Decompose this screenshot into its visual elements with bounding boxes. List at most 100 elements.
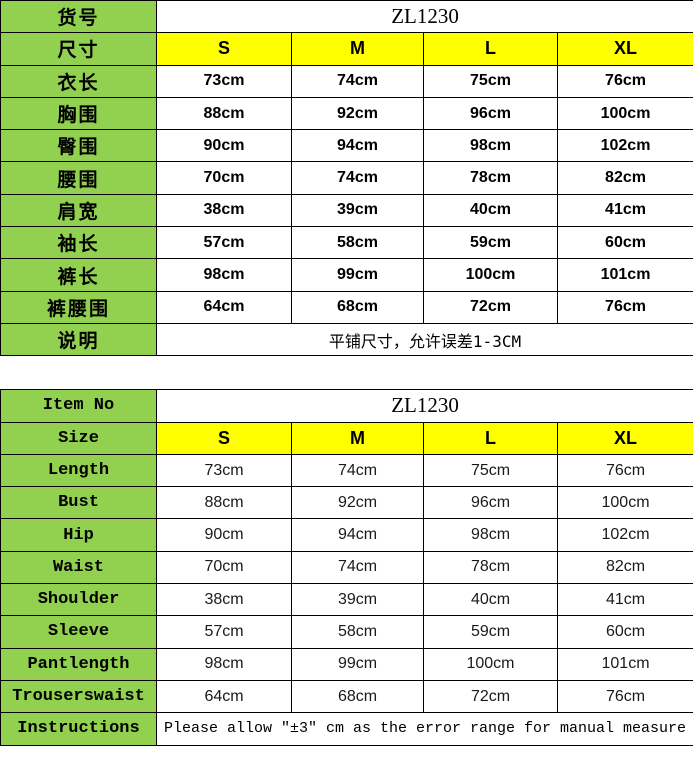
item-no-value-en: ZL1230	[155, 389, 693, 423]
value-cell: 101cm	[556, 647, 693, 681]
row-label: Bust	[0, 486, 157, 520]
table-row: Size S M L XL	[0, 421, 693, 455]
value-cell: 73cm	[156, 453, 292, 488]
value-cell: 39cm	[291, 583, 424, 617]
table-gap	[0, 356, 693, 390]
value-cell: 100cm	[556, 486, 693, 520]
table-row: 说明 平铺尺寸，允许误差1-3CM	[0, 322, 693, 357]
size-table-cn: 货号 ZL1230 尺寸 S M L XL 衣长 73cm 74cm 75cm …	[0, 0, 693, 357]
value-cell: 40cm	[423, 583, 558, 617]
value-cell: 68cm	[291, 679, 424, 714]
table-row: Trouserswaist 64cm 68cm 72cm 76cm	[0, 679, 693, 714]
value-cell: 76cm	[556, 290, 693, 324]
table-row: 胸围 88cm 92cm 96cm 100cm	[0, 96, 693, 131]
value-cell: 74cm	[291, 453, 424, 488]
note-value-cn: 平铺尺寸，允许误差1-3CM	[155, 322, 693, 357]
table-row: 肩宽 38cm 39cm 40cm 41cm	[0, 193, 693, 228]
value-cell: 75cm	[423, 64, 558, 98]
item-no-value-cn: ZL1230	[155, 0, 693, 34]
value-cell: 98cm	[156, 258, 292, 292]
table-row: Pantlength 98cm 99cm 100cm 101cm	[0, 647, 693, 681]
value-cell: 60cm	[556, 226, 693, 260]
row-label: Pantlength	[0, 647, 157, 681]
value-cell: 78cm	[423, 161, 558, 195]
table-row: Bust 88cm 92cm 96cm 100cm	[0, 486, 693, 520]
value-cell: 92cm	[291, 96, 424, 131]
table-row: Hip 90cm 94cm 98cm 102cm	[0, 518, 693, 552]
value-cell: 40cm	[423, 193, 558, 228]
value-cell: 64cm	[156, 679, 292, 714]
size-header-m: M	[291, 421, 424, 455]
row-label: 裤腰围	[0, 290, 157, 324]
value-cell: 74cm	[291, 64, 424, 98]
value-cell: 96cm	[423, 486, 558, 520]
row-label: Trouserswaist	[0, 679, 157, 714]
value-cell: 94cm	[291, 129, 424, 163]
value-cell: 98cm	[423, 129, 558, 163]
value-cell: 76cm	[556, 64, 693, 98]
row-label: 衣长	[0, 64, 157, 98]
value-cell: 41cm	[556, 193, 693, 228]
value-cell: 73cm	[156, 64, 292, 98]
value-cell: 72cm	[423, 290, 558, 324]
size-table-en: Item No ZL1230 Size S M L XL Length 73cm…	[0, 389, 693, 746]
value-cell: 100cm	[556, 96, 693, 131]
size-header-xl: XL	[556, 32, 693, 66]
value-cell: 101cm	[556, 258, 693, 292]
value-cell: 38cm	[156, 583, 292, 617]
value-cell: 74cm	[291, 161, 424, 195]
table-row: 裤长 98cm 99cm 100cm 101cm	[0, 258, 693, 292]
note-value-en: Please allow "±3" cm as the error range …	[155, 712, 693, 746]
value-cell: 59cm	[423, 226, 558, 260]
table-row: 腰围 70cm 74cm 78cm 82cm	[0, 161, 693, 195]
value-cell: 70cm	[156, 161, 292, 195]
size-header-l: L	[423, 32, 558, 66]
value-cell: 75cm	[423, 453, 558, 488]
size-header-l: L	[423, 421, 558, 455]
table-row: Item No ZL1230	[0, 389, 693, 423]
table-row: 衣长 73cm 74cm 75cm 76cm	[0, 64, 693, 98]
item-no-label-cn: 货号	[0, 0, 157, 34]
value-cell: 90cm	[156, 129, 292, 163]
size-label-cn: 尺寸	[0, 32, 157, 66]
value-cell: 88cm	[156, 486, 292, 520]
row-label: 腰围	[0, 161, 157, 195]
value-cell: 70cm	[156, 550, 292, 585]
value-cell: 82cm	[556, 550, 693, 585]
table-row: 尺寸 S M L XL	[0, 32, 693, 66]
value-cell: 82cm	[556, 161, 693, 195]
row-label: 胸围	[0, 96, 157, 131]
value-cell: 57cm	[156, 615, 292, 649]
value-cell: 64cm	[156, 290, 292, 324]
table-row: 袖长 57cm 58cm 59cm 60cm	[0, 226, 693, 260]
table-row: 货号 ZL1230	[0, 0, 693, 34]
value-cell: 60cm	[556, 615, 693, 649]
value-cell: 76cm	[556, 453, 693, 488]
table-row: 裤腰围 64cm 68cm 72cm 76cm	[0, 290, 693, 324]
value-cell: 102cm	[556, 518, 693, 552]
note-label-en: Instructions	[0, 712, 157, 746]
value-cell: 72cm	[423, 679, 558, 714]
table-row: Length 73cm 74cm 75cm 76cm	[0, 453, 693, 488]
value-cell: 102cm	[556, 129, 693, 163]
row-label: Sleeve	[0, 615, 157, 649]
value-cell: 68cm	[291, 290, 424, 324]
value-cell: 38cm	[156, 193, 292, 228]
table-row: Sleeve 57cm 58cm 59cm 60cm	[0, 615, 693, 649]
table-row: Waist 70cm 74cm 78cm 82cm	[0, 550, 693, 585]
table-row: 臀围 90cm 94cm 98cm 102cm	[0, 129, 693, 163]
row-label: 肩宽	[0, 193, 157, 228]
row-label: 袖长	[0, 226, 157, 260]
row-label: Waist	[0, 550, 157, 585]
size-header-s: S	[156, 32, 292, 66]
value-cell: 100cm	[423, 258, 558, 292]
value-cell: 39cm	[291, 193, 424, 228]
value-cell: 96cm	[423, 96, 558, 131]
value-cell: 76cm	[556, 679, 693, 714]
row-label: 裤长	[0, 258, 157, 292]
table-row: Shoulder 38cm 39cm 40cm 41cm	[0, 583, 693, 617]
value-cell: 74cm	[291, 550, 424, 585]
value-cell: 94cm	[291, 518, 424, 552]
value-cell: 92cm	[291, 486, 424, 520]
size-header-s: S	[156, 421, 292, 455]
